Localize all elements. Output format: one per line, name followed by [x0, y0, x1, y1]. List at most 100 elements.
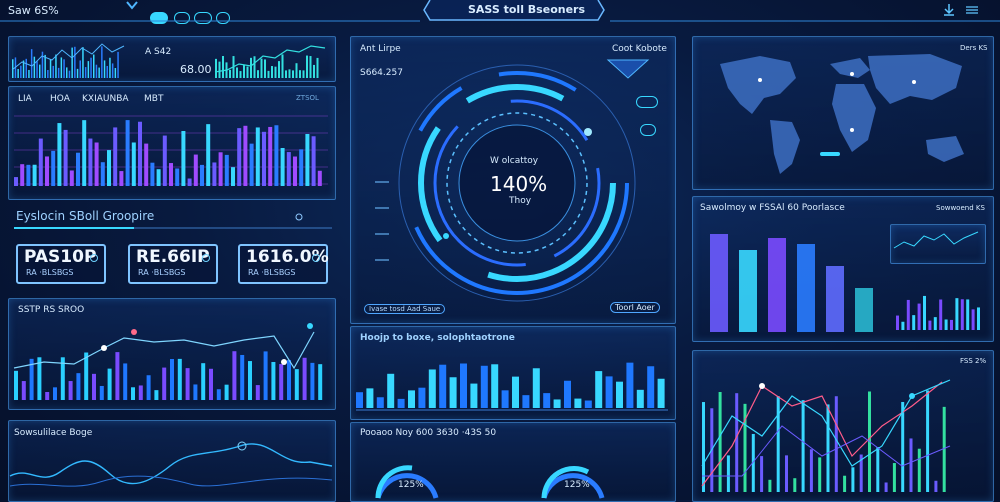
decor-bar: [797, 244, 815, 332]
decor-bar: [99, 385, 104, 400]
decor-bar: [22, 60, 25, 78]
chevron-down-icon[interactable]: [125, 0, 139, 12]
gauge-bottom-left-button[interactable]: Ivase tosd Aad Saue: [364, 304, 446, 314]
toggle-icon[interactable]: [194, 12, 212, 24]
decor-bar: [17, 68, 19, 78]
decor-bar: [735, 393, 739, 492]
decor-bar: [851, 467, 855, 492]
stat-card[interactable]: PAS10P RA ·BLSBGS: [16, 244, 106, 284]
decor-bar: [170, 359, 174, 400]
decor-bar: [255, 127, 260, 186]
decor-bar: [209, 368, 213, 400]
decor-bar: [933, 317, 937, 330]
tab-hoa[interactable]: HOA: [50, 94, 70, 104]
decor-bar: [84, 67, 87, 78]
header-left-label: Saw 6S%: [8, 4, 59, 17]
decor-bar: [138, 385, 143, 400]
tab-mbt[interactable]: MBT: [144, 94, 164, 104]
mid-bottom-heading: Pooaoo Noy 600 3630 ·43S 50: [360, 428, 497, 438]
decor-bar: [224, 384, 229, 400]
inset-line-panel: [890, 224, 986, 264]
decor-bar: [144, 143, 149, 186]
right-line-chart: [701, 379, 951, 492]
decor-bar: [225, 62, 228, 78]
decor-bar: [119, 171, 124, 186]
decor-bar: [408, 390, 415, 408]
decor-bar: [90, 57, 92, 78]
decor-bar: [38, 138, 43, 186]
donut-right-value: 125%: [564, 480, 590, 490]
decor-bar: [271, 66, 273, 78]
decor-bar: [522, 395, 530, 408]
world-map[interactable]: [700, 44, 980, 184]
gauge-bottom-right-button[interactable]: Toorl Aoer: [610, 302, 660, 313]
decor-bar: [317, 170, 322, 186]
decor-bar: [280, 148, 285, 186]
toggle-icon[interactable]: [216, 12, 230, 24]
decor-bar: [274, 66, 277, 78]
decor-bar: [29, 358, 34, 400]
decor-bar: [939, 299, 943, 330]
vbar-heading: Sawolmoy w FSSAl 60 Poorlasce: [700, 203, 845, 213]
stat-card[interactable]: RE.66IP RA ·BLSBGS: [128, 244, 218, 284]
decor-bar: [131, 142, 136, 186]
heading-slider[interactable]: [14, 213, 332, 234]
decor-bar: [45, 391, 50, 400]
decor-bar: [923, 295, 926, 330]
decor-bar: [28, 69, 30, 78]
decor-bar: [912, 315, 916, 330]
toggle-icon[interactable]: [636, 96, 658, 108]
decor-bar: [37, 357, 42, 400]
toggle-icon[interactable]: [640, 124, 656, 136]
stat-card[interactable]: 1616.0% RA ·BLSBGS: [238, 244, 329, 284]
status-dot-icon: [90, 254, 98, 262]
decor-bar: [243, 125, 248, 186]
download-icon[interactable]: [942, 3, 956, 17]
decor-bar: [114, 68, 117, 78]
decor-bar: [74, 46, 76, 78]
wave-panel: [8, 420, 336, 502]
decor-bar: [103, 60, 106, 78]
decor-bar: [710, 234, 728, 332]
decor-bar: [966, 299, 970, 330]
decor-bar: [240, 354, 245, 400]
decor-bar: [366, 388, 374, 408]
decor-bar: [302, 70, 305, 78]
decor-bar: [138, 121, 142, 186]
decor-bar: [53, 387, 57, 400]
mid-bar-chart: [356, 362, 668, 411]
decor-bar: [743, 403, 747, 492]
decor-bar: [285, 70, 287, 78]
decor-bar: [193, 384, 198, 400]
decor-bar: [88, 138, 93, 186]
decor-bar: [185, 368, 190, 400]
decor-bar: [636, 389, 644, 408]
decor-bar: [93, 54, 95, 78]
decor-bar: [616, 381, 623, 408]
toggle-icon[interactable]: [174, 12, 190, 24]
decor-bar: [501, 390, 509, 408]
decor-bar: [480, 365, 488, 408]
donut-gauge: [541, 466, 605, 499]
decor-bar: [944, 319, 948, 330]
menu-icon[interactable]: [965, 5, 979, 15]
decor-bar: [751, 433, 755, 492]
tab-kxiaunba[interactable]: KXIAUNBA: [82, 94, 129, 104]
decor-bar: [76, 152, 80, 186]
tab-lia[interactable]: LIA: [18, 94, 32, 104]
decor-bar: [84, 352, 89, 400]
decor-bar: [82, 120, 87, 186]
decor-bar: [917, 448, 921, 492]
stat-value: PAS10P: [24, 247, 97, 267]
status-dot-icon: [202, 254, 210, 262]
radial-gauge: [398, 64, 636, 302]
decor-bar: [162, 367, 167, 400]
decor-bar: [264, 59, 266, 78]
panel-corner-text: ZTSOL: [296, 94, 319, 102]
decor-bar: [123, 363, 128, 400]
decor-bar: [293, 156, 297, 186]
mid-bar-heading: Hoojp to boxe, solophtaotrone: [360, 333, 515, 343]
decor-bar: [263, 351, 268, 400]
decor-bar: [107, 368, 112, 400]
stat-value: RE.66IP: [136, 247, 210, 267]
